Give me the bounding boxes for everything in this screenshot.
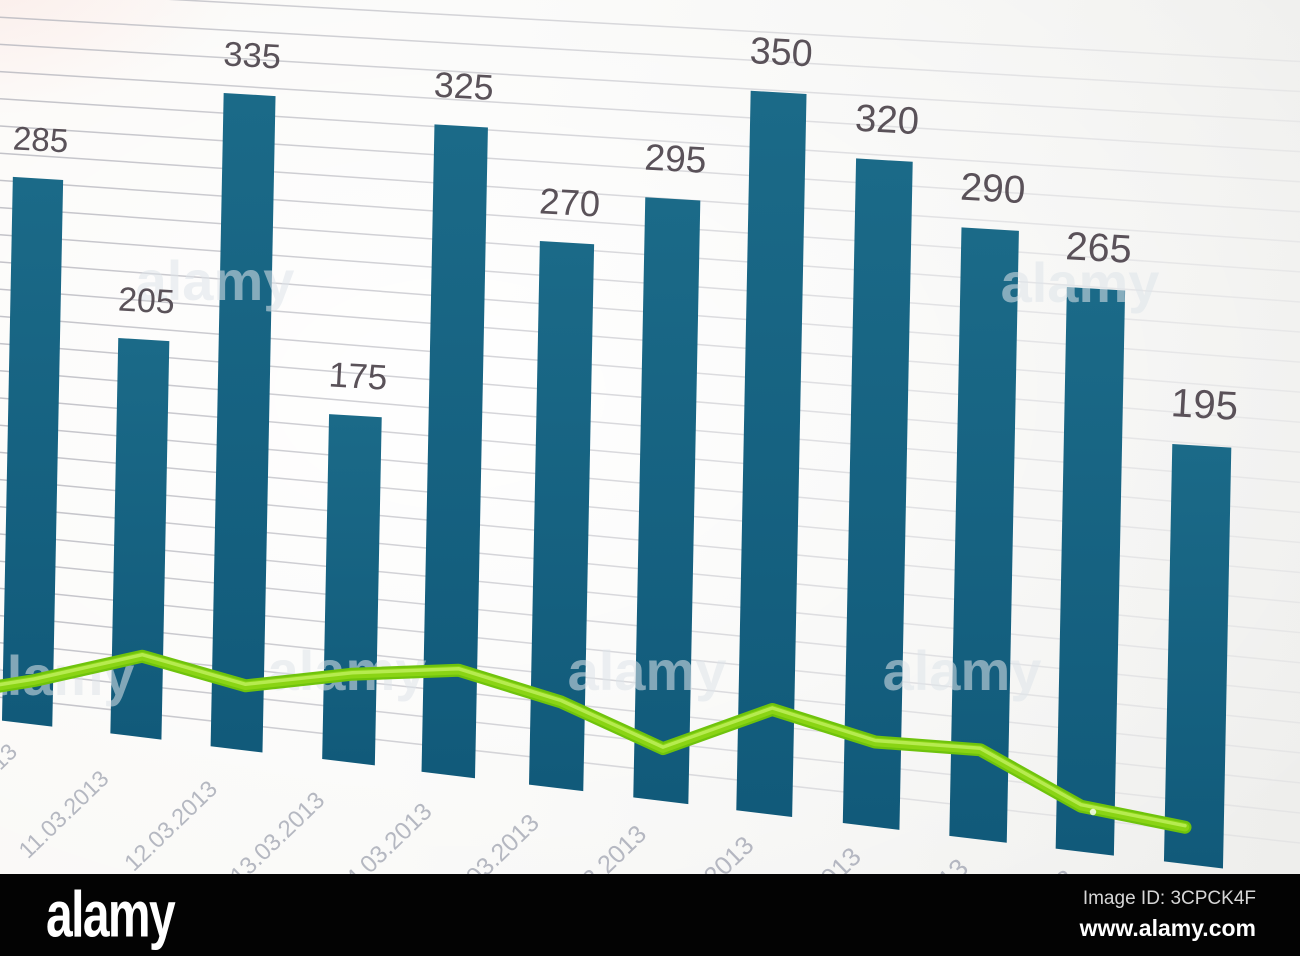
bar-value-label: 335 (222, 35, 282, 76)
alamy-watermark-text: alamy (568, 639, 727, 702)
x-axis-label: 18.03.2013 (752, 841, 867, 874)
alamy-watermark-text: alamy (136, 249, 295, 312)
x-axis-label: 13.03.2013 (225, 787, 330, 874)
alamy-footer-bar: alamy Image ID: 3CPCK4F www.alamy.com (0, 874, 1300, 956)
bar-value-label: 325 (433, 65, 495, 108)
x-axis-label: 14.03.2013 (331, 798, 438, 874)
bar (842, 158, 913, 830)
alamy-watermark-text: alamy (883, 639, 1042, 702)
bar-value-label: 285 (12, 120, 69, 160)
bar-value-label: 270 (538, 180, 601, 224)
gridline (0, 125, 1300, 213)
bar-value-label: 265 (1065, 224, 1133, 272)
alamy-logo: alamy (46, 878, 176, 951)
bar (949, 227, 1019, 843)
gridline (0, 98, 1300, 183)
bar-value-label: 205 (117, 280, 176, 321)
bar-value-label: 175 (328, 355, 389, 397)
gridline (168, 0, 1300, 63)
bar (529, 240, 595, 792)
x-axis-label: 16.03.2013 (542, 820, 652, 874)
x-axis-label: 12.03.2013 (119, 775, 222, 874)
gridline (0, 43, 1300, 123)
x-axis-label: 11.03.2013 (13, 765, 113, 863)
bar-value-label: 195 (1170, 380, 1239, 429)
bar (421, 124, 488, 779)
alamy-url-text: www.alamy.com (1079, 915, 1256, 942)
photo-artifact-dot (1089, 808, 1097, 816)
x-axis-label: 19.03.2013 (858, 853, 974, 874)
bar (110, 338, 170, 740)
bar (1163, 444, 1232, 869)
bar (210, 92, 276, 753)
bar (736, 90, 807, 817)
chart-photo-area: alamyalamyalamyalamyalamyalamy2852053351… (0, 0, 1300, 874)
gridline (0, 16, 1300, 93)
x-axis-label: 20.03.2013 (964, 864, 1082, 874)
bar-value-label: 350 (749, 29, 814, 74)
footer-meta: Image ID: 3CPCK4F www.alamy.com (1080, 886, 1256, 945)
bar-value-label: 320 (854, 97, 920, 144)
image-id-text: Image ID: 3CPCK4F (1082, 887, 1256, 909)
bar-value-label: 295 (644, 136, 708, 181)
bar-line-chart: alamyalamyalamyalamyalamyalamy2852053351… (0, 0, 1300, 874)
bar (633, 197, 701, 805)
alamy-watermark-text: alamy (1001, 251, 1160, 314)
bar-value-label: 290 (959, 166, 1026, 213)
x-axis-label: 17.03.2013 (648, 831, 760, 874)
bar (1, 176, 64, 727)
trend-line-highlight (0, 652, 1187, 828)
bar (322, 414, 382, 766)
gridline (0, 70, 1300, 153)
x-axis-label-fragment: 013 (0, 738, 22, 783)
x-axis-label: 15.03.2013 (437, 809, 545, 874)
bar (1055, 287, 1126, 856)
